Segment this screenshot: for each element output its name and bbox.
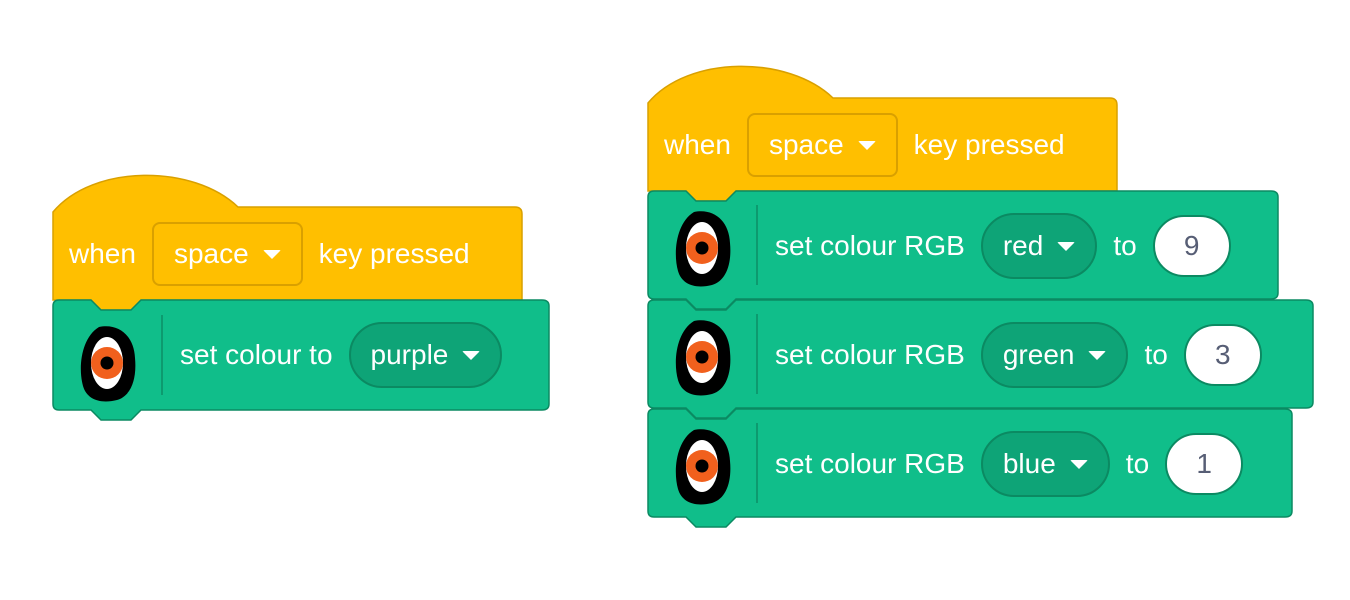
channel-dropdown[interactable]: blue xyxy=(980,431,1110,497)
command-block-shape xyxy=(647,408,1293,528)
chevron-down-icon xyxy=(1069,459,1088,469)
set-colour-rgb-block-green[interactable]: set colour RGB green to 3 xyxy=(647,299,1314,419)
value-input[interactable]: 3 xyxy=(1183,324,1262,386)
eye-icon xyxy=(675,320,731,396)
chevron-down-icon xyxy=(1057,241,1076,251)
icon-divider xyxy=(756,423,758,503)
command-block-shape xyxy=(647,299,1314,419)
when-key-pressed-hat-block[interactable]: when space key pressed xyxy=(52,174,523,311)
set-colour-rgb-block-red[interactable]: set colour RGB red to 9 xyxy=(647,190,1279,310)
hat-when-label: when xyxy=(664,129,731,160)
hat-when-label: when xyxy=(69,238,136,269)
icon-divider xyxy=(161,315,163,395)
key-dropdown[interactable]: space xyxy=(151,222,303,286)
channel-dropdown-value: red xyxy=(1002,230,1044,261)
value-input[interactable]: 1 xyxy=(1165,433,1244,495)
key-dropdown-value: space xyxy=(768,129,844,160)
channel-dropdown-value: green xyxy=(1002,339,1075,370)
set-colour-block[interactable]: set colour to purple xyxy=(52,299,550,426)
key-dropdown[interactable]: space xyxy=(746,113,898,177)
chevron-down-icon xyxy=(262,249,281,259)
value-input[interactable]: 9 xyxy=(1152,215,1231,277)
key-dropdown-value: space xyxy=(173,238,249,269)
set-colour-rgb-label: set colour RGB xyxy=(775,339,965,370)
hat-key-pressed-label: key pressed xyxy=(913,129,1065,160)
channel-dropdown[interactable]: red xyxy=(980,213,1098,279)
set-colour-rgb-label: set colour RGB xyxy=(775,230,965,261)
eye-icon xyxy=(80,326,136,402)
to-label: to xyxy=(1144,339,1168,370)
chevron-down-icon xyxy=(857,140,876,150)
eye-icon xyxy=(675,429,731,505)
set-colour-rgb-label: set colour RGB xyxy=(775,448,965,479)
when-key-pressed-hat-block[interactable]: when space key pressed xyxy=(647,65,1118,202)
to-label: to xyxy=(1125,448,1150,479)
colour-dropdown-value: purple xyxy=(370,339,449,370)
command-block-shape xyxy=(647,190,1279,310)
colour-dropdown[interactable]: purple xyxy=(348,322,503,388)
set-colour-rgb-block-blue[interactable]: set colour RGB blue to 1 xyxy=(647,408,1293,535)
chevron-down-icon xyxy=(462,350,481,360)
icon-divider xyxy=(756,314,758,394)
chevron-down-icon xyxy=(1088,350,1107,360)
hat-key-pressed-label: key pressed xyxy=(318,238,470,269)
icon-divider xyxy=(756,205,758,285)
channel-dropdown-value: blue xyxy=(1002,448,1056,479)
to-label: to xyxy=(1113,230,1137,261)
eye-icon xyxy=(675,211,731,287)
set-colour-label: set colour to xyxy=(180,339,333,370)
channel-dropdown[interactable]: green xyxy=(980,322,1129,388)
